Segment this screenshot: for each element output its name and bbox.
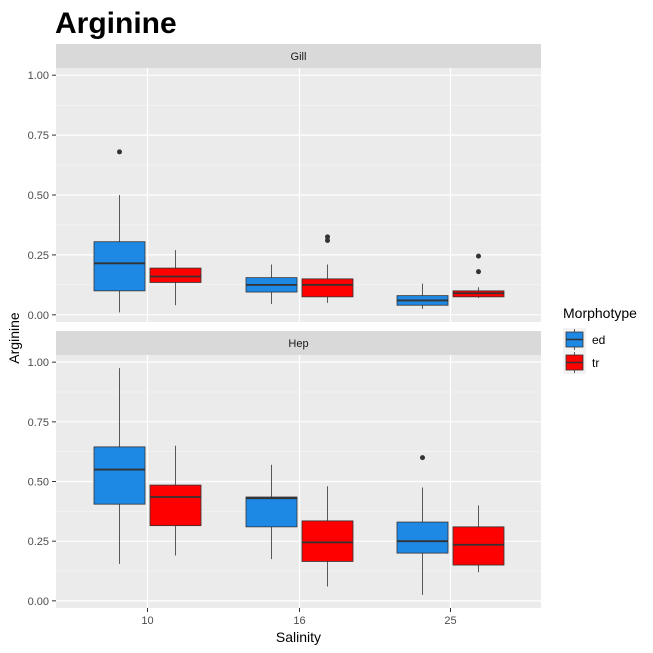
box-gill-10-ed bbox=[93, 149, 146, 313]
outlier-point bbox=[325, 234, 330, 240]
facet-strip bbox=[56, 331, 541, 355]
legend-label-ed: ed bbox=[592, 333, 605, 347]
y-tick-label: 0.25 bbox=[28, 536, 49, 548]
y-axis-title: Arginine bbox=[6, 312, 22, 364]
y-tick-label: 0.00 bbox=[28, 596, 49, 608]
box-body bbox=[396, 521, 449, 554]
y-tick-label: 1.00 bbox=[28, 70, 49, 82]
box-hep-25-tr bbox=[452, 505, 505, 573]
facet-strip-label: Gill bbox=[291, 51, 307, 63]
legend-title: Morphotype bbox=[563, 305, 637, 321]
box-gill-16-ed bbox=[245, 264, 298, 305]
facet-strip bbox=[56, 44, 541, 68]
x-tick-label: 25 bbox=[444, 615, 456, 627]
facet-panels: Gill 0.00 0.25 0.50 0.75 1.00 Hep 0.00 0.25 0.50 0… bbox=[28, 44, 541, 608]
y-tick-label: 0.75 bbox=[28, 417, 49, 429]
x-axis-title: Salinity bbox=[276, 629, 321, 645]
x-axis: 10 16 25 bbox=[141, 608, 457, 627]
legend: Morphotype ed tr bbox=[563, 305, 637, 374]
box-body bbox=[301, 520, 354, 562]
box-gill-25-tr bbox=[452, 253, 505, 299]
outlier-point bbox=[476, 253, 481, 259]
legend-entry-tr: tr bbox=[563, 351, 599, 374]
chart-title: Arginine bbox=[55, 7, 177, 40]
box-hep-10-ed bbox=[93, 368, 146, 564]
box-body bbox=[93, 446, 146, 505]
x-tick-label: 16 bbox=[293, 615, 305, 627]
y-tick-label: 0.25 bbox=[28, 250, 49, 262]
box-body bbox=[149, 484, 202, 527]
outlier-point bbox=[476, 269, 481, 275]
y-tick-label: 1.00 bbox=[28, 357, 49, 369]
outlier-point bbox=[117, 149, 122, 155]
y-tick-label: 0.75 bbox=[28, 130, 49, 142]
box-gill-10-tr bbox=[149, 250, 202, 306]
y-tick-label: 0.50 bbox=[28, 477, 49, 489]
box-body bbox=[149, 267, 202, 283]
box-body bbox=[301, 278, 354, 298]
box-hep-16-ed bbox=[245, 464, 298, 560]
x-tick-label: 10 bbox=[141, 615, 153, 627]
outlier-point bbox=[420, 455, 425, 461]
box-hep-10-tr bbox=[149, 445, 202, 556]
box-hep-25-ed bbox=[396, 455, 449, 595]
box-body bbox=[93, 241, 146, 292]
facet-panel-gill: Gill 0.00 0.25 0.50 0.75 1.00 bbox=[28, 44, 541, 322]
box-body bbox=[452, 526, 505, 566]
facet-panel-hep: Hep 0.00 0.25 0.50 0.75 1.00 bbox=[28, 331, 541, 608]
facet-strip-label: Hep bbox=[288, 338, 308, 350]
y-tick-label: 0.00 bbox=[28, 310, 49, 322]
legend-entry-ed: ed bbox=[563, 328, 605, 351]
outlier-point bbox=[325, 238, 330, 244]
y-tick-label: 0.50 bbox=[28, 190, 49, 202]
box-gill-25-ed bbox=[396, 283, 449, 309]
box-gill-16-tr bbox=[301, 234, 354, 303]
box-body bbox=[245, 496, 298, 528]
box-hep-16-tr bbox=[301, 486, 354, 587]
legend-label-tr: tr bbox=[592, 356, 599, 370]
